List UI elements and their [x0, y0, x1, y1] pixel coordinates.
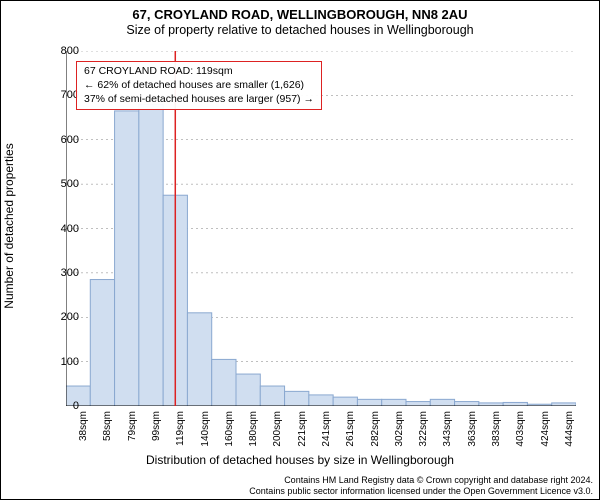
x-tick: 119sqm [175, 411, 186, 451]
y-tick: 500 [49, 178, 79, 190]
chart-container: 67, CROYLAND ROAD, WELLINGBOROUGH, NN8 2… [0, 0, 600, 500]
chart-title-address: 67, CROYLAND ROAD, WELLINGBOROUGH, NN8 2… [1, 7, 599, 22]
annotation-line-1: 67 CROYLAND ROAD: 119sqm [84, 64, 314, 78]
x-tick: 58sqm [102, 411, 113, 451]
x-tick: 403sqm [515, 411, 526, 451]
x-tick: 38sqm [78, 411, 89, 451]
x-tick: 79sqm [127, 411, 138, 451]
attribution-footer: Contains HM Land Registry data © Crown c… [249, 475, 593, 498]
y-tick: 0 [49, 400, 79, 412]
y-tick: 200 [49, 311, 79, 323]
x-tick: 241sqm [321, 411, 332, 451]
x-tick: 282sqm [370, 411, 381, 451]
x-tick: 302sqm [394, 411, 405, 451]
x-tick: 99sqm [151, 411, 162, 451]
y-tick: 600 [49, 134, 79, 146]
x-tick: 424sqm [540, 411, 551, 451]
y-tick: 100 [49, 356, 79, 368]
x-tick: 343sqm [442, 411, 453, 451]
annotation-box: 67 CROYLAND ROAD: 119sqm ← 62% of detach… [76, 61, 322, 110]
x-tick: 160sqm [224, 411, 235, 451]
y-tick: 300 [49, 267, 79, 279]
x-tick: 363sqm [467, 411, 478, 451]
y-tick: 400 [49, 223, 79, 235]
annotation-line-2: ← 62% of detached houses are smaller (1,… [84, 78, 314, 92]
x-tick: 140sqm [200, 411, 211, 451]
y-tick: 800 [49, 45, 79, 57]
x-axis-label: Distribution of detached houses by size … [1, 453, 599, 467]
x-tick: 444sqm [564, 411, 575, 451]
x-tick: 180sqm [248, 411, 259, 451]
y-axis-label: Number of detached properties [2, 143, 16, 308]
footer-line-1: Contains HM Land Registry data © Crown c… [249, 475, 593, 486]
x-tick: 200sqm [272, 411, 283, 451]
x-tick: 322sqm [418, 411, 429, 451]
chart-subtitle: Size of property relative to detached ho… [1, 23, 599, 37]
x-tick: 261sqm [345, 411, 356, 451]
x-tick: 383sqm [491, 411, 502, 451]
footer-line-2: Contains public sector information licen… [249, 486, 593, 497]
y-tick: 700 [49, 89, 79, 101]
x-tick: 221sqm [297, 411, 308, 451]
annotation-line-3: 37% of semi-detached houses are larger (… [84, 92, 314, 106]
